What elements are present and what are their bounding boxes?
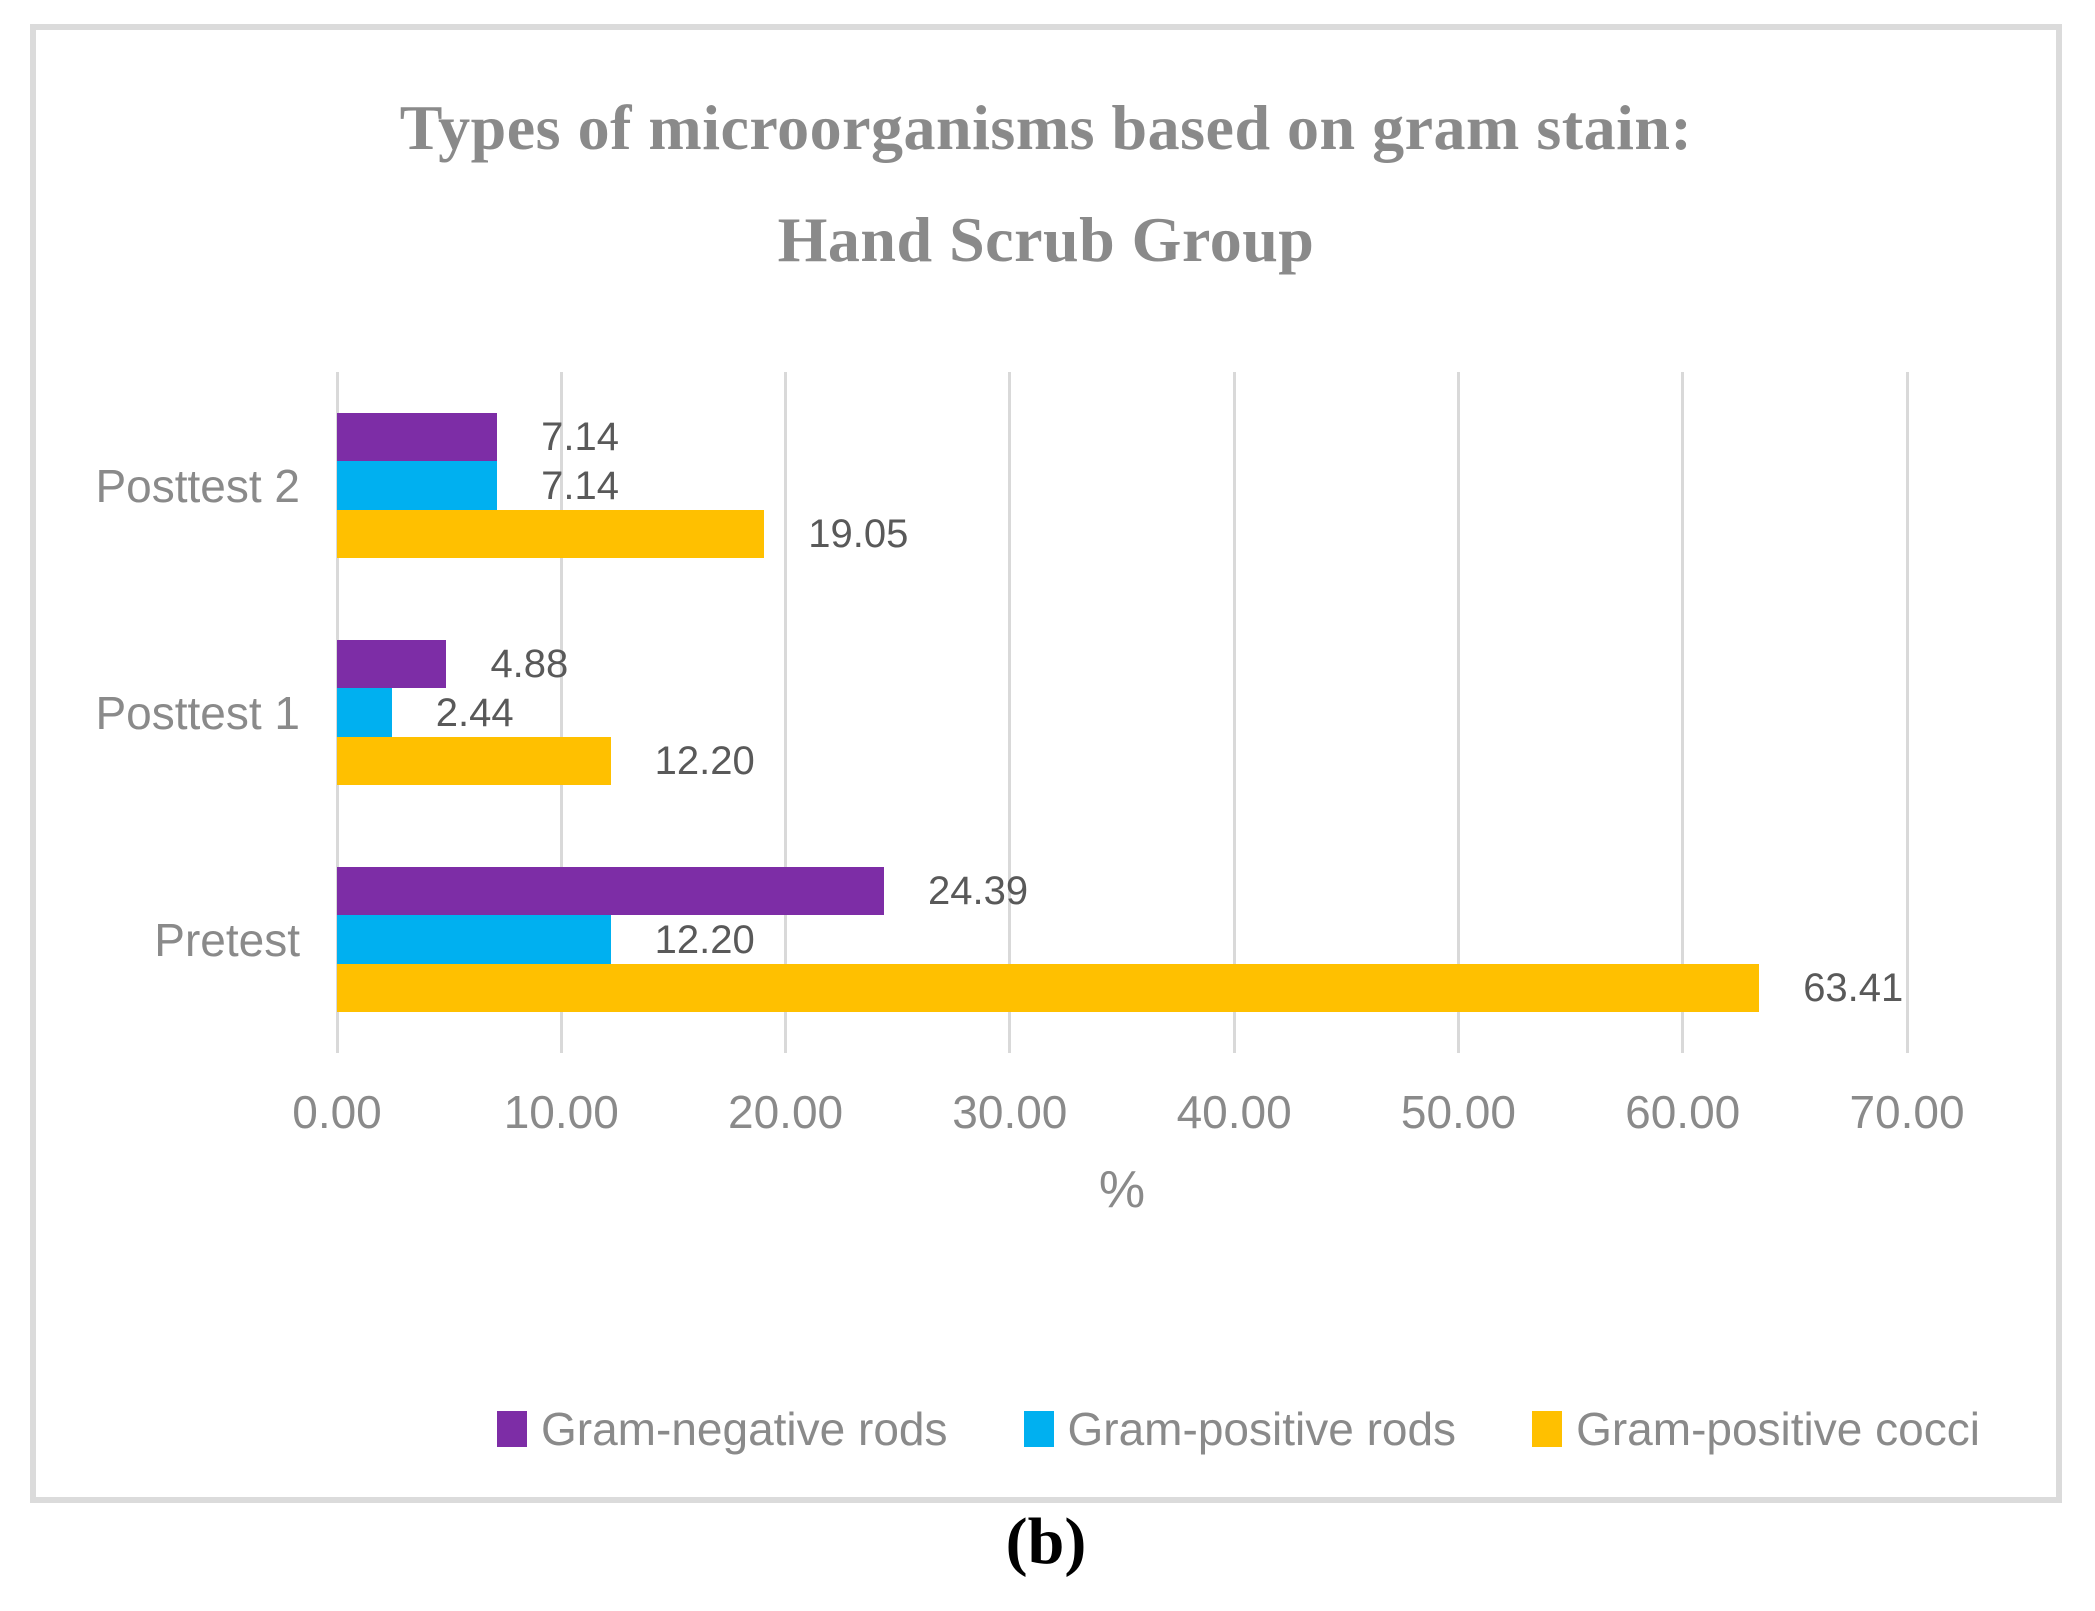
bar-gram-positive-rods-posttest-1 [337, 688, 392, 737]
bar-gram-positive-rods-pretest [337, 915, 611, 964]
legend-swatch-gram-positive-cocci [1532, 1411, 1563, 1447]
x-tick-label: 20.00 [728, 1086, 844, 1138]
bar-value-label-gram-positive-cocci-posttest-1: 12.20 [654, 739, 755, 784]
bar-value-label-gram-negative-rods-pretest: 24.39 [928, 868, 1029, 913]
x-tick-label: 30.00 [952, 1086, 1068, 1138]
category-label-posttest-1: Posttest 1 [95, 686, 300, 739]
bar-value-label-gram-positive-rods-posttest-1: 2.44 [435, 690, 514, 735]
bar-gram-positive-cocci-pretest [337, 963, 1760, 1013]
bar-value-label-gram-negative-rods-posttest-1: 4.88 [490, 641, 569, 686]
gridline-10-00 [559, 372, 563, 1053]
legend-label-gram-positive-cocci: Gram-positive cocci [1576, 1403, 1980, 1455]
bar-value-label-gram-positive-cocci-pretest: 63.41 [1803, 966, 1904, 1011]
bar-gram-negative-rods-posttest-2 [337, 412, 498, 462]
legend-item-gram-positive-rods: Gram-positive rods [1023, 1402, 1457, 1456]
legend-swatch-gram-positive-rods [1023, 1411, 1054, 1447]
bar-gram-positive-cocci-posttest-2 [337, 509, 765, 559]
legend-label-gram-negative-rods: Gram-negative rods [541, 1403, 948, 1455]
x-tick-label: 10.00 [503, 1086, 619, 1138]
bar-gram-positive-cocci-posttest-1 [337, 736, 611, 786]
legend-label-gram-positive-rods: Gram-positive rods [1067, 1403, 1457, 1455]
gridline-50-00 [1456, 372, 1460, 1053]
bar-value-label-gram-positive-rods-pretest: 12.20 [654, 917, 755, 962]
category-label-pretest: Pretest [154, 913, 300, 966]
legend-item-gram-positive-cocci: Gram-positive cocci [1532, 1402, 1980, 1456]
bar-value-label-gram-negative-rods-posttest-2: 7.14 [541, 414, 619, 459]
x-axis-title: % [1098, 1161, 1146, 1219]
gridline-20-00 [784, 372, 788, 1053]
x-tick-label: 0.00 [292, 1086, 382, 1138]
bar-gram-negative-rods-posttest-1 [337, 639, 447, 689]
bar-gram-negative-rods-pretest [337, 866, 885, 916]
category-label-posttest-2: Posttest 2 [95, 459, 300, 512]
figure-caption: (b) [1005, 1505, 1087, 1578]
gridline-30-00 [1008, 372, 1012, 1053]
x-tick-label: 60.00 [1625, 1086, 1741, 1138]
chart-title: Types of microorganisms based on gram st… [36, 72, 2056, 296]
legend-item-gram-negative-rods: Gram-negative rods [497, 1402, 948, 1456]
x-tick-label: 70.00 [1849, 1086, 1965, 1138]
chart-title-line-1: Types of microorganisms based on gram st… [399, 92, 1693, 163]
bar-value-label-gram-positive-cocci-posttest-2: 19.05 [808, 512, 909, 557]
bar-value-label-gram-positive-rods-posttest-2: 7.14 [541, 463, 619, 508]
x-tick-label: 50.00 [1400, 1086, 1516, 1138]
gridline-70-00 [1905, 372, 1909, 1053]
x-tick-label: 40.00 [1176, 1086, 1292, 1138]
gridline-40-00 [1232, 372, 1236, 1053]
chart-title-line-2: Hand Scrub Group [777, 204, 1315, 275]
gridline-60-00 [1681, 372, 1685, 1053]
bar-gram-positive-rods-posttest-2 [337, 461, 498, 510]
legend-swatch-gram-negative-rods [497, 1411, 527, 1447]
legend: Gram-negative rods Gram-positive rods Gram… [497, 1402, 1980, 1456]
